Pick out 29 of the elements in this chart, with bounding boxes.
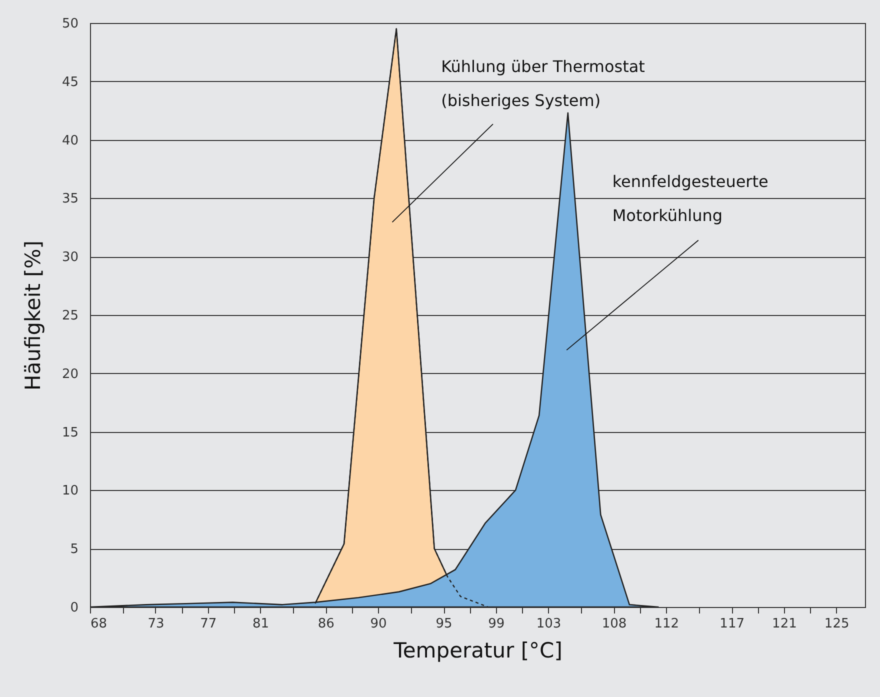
x-tick-label: 125 — [824, 616, 850, 632]
x-tick-label: 81 — [252, 616, 269, 632]
x-tick-label: 99 — [488, 616, 505, 632]
y-tick-label: 25 — [62, 308, 78, 324]
x-tick-label: 73 — [148, 616, 164, 632]
x-tick-label: 103 — [536, 616, 562, 632]
x-axis-title: Temperatur [°C] — [392, 638, 562, 662]
x-tick-label: 86 — [318, 616, 334, 632]
y-axis-title: Häufigkeit [%] — [20, 240, 45, 390]
x-tick-label: 117 — [720, 616, 744, 632]
y-tick-label: 10 — [62, 484, 78, 499]
x-tick-label: 90 — [370, 616, 387, 632]
y-tick-label: 35 — [62, 192, 78, 207]
y-tick-label: 0 — [70, 600, 78, 616]
y-tick-label: 40 — [62, 133, 78, 148]
y-tick-label: 20 — [62, 366, 78, 382]
x-tick-label: 112 — [654, 616, 680, 632]
y-tick-label: 45 — [62, 74, 78, 90]
x-tick-label: 68 — [90, 616, 108, 632]
x-tick-label: 121 — [772, 616, 797, 632]
text: kennfeldgesteuerte Motorkühlung — [612, 172, 768, 225]
y-tick-label: 15 — [62, 425, 78, 440]
y-tick-label: 50 — [62, 16, 78, 32]
x-tick-label: 108 — [602, 616, 627, 632]
x-tick-label: 77 — [200, 616, 217, 632]
x-tick-label: 95 — [436, 616, 452, 632]
y-tick-label: 5 — [70, 542, 78, 558]
text: Kühlung über Thermostat (bisheriges System) — [441, 56, 645, 110]
y-tick-label: 30 — [62, 250, 78, 266]
